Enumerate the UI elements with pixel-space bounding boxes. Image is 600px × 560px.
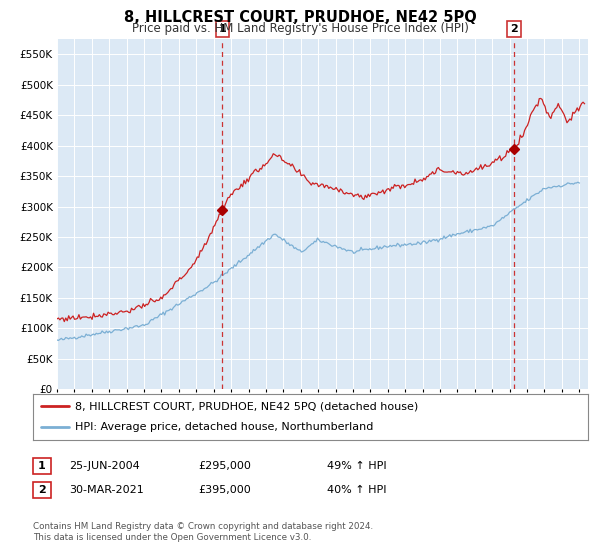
Text: 1: 1 [218,24,226,34]
Text: £295,000: £295,000 [198,461,251,471]
Text: Price paid vs. HM Land Registry's House Price Index (HPI): Price paid vs. HM Land Registry's House … [131,22,469,35]
Text: 8, HILLCREST COURT, PRUDHOE, NE42 5PQ: 8, HILLCREST COURT, PRUDHOE, NE42 5PQ [124,10,476,25]
Text: 49% ↑ HPI: 49% ↑ HPI [327,461,386,471]
Text: HPI: Average price, detached house, Northumberland: HPI: Average price, detached house, Nort… [74,422,373,432]
Text: £395,000: £395,000 [198,485,251,495]
Text: This data is licensed under the Open Government Licence v3.0.: This data is licensed under the Open Gov… [33,533,311,542]
Text: 8, HILLCREST COURT, PRUDHOE, NE42 5PQ (detached house): 8, HILLCREST COURT, PRUDHOE, NE42 5PQ (d… [74,401,418,411]
Text: 25-JUN-2004: 25-JUN-2004 [69,461,140,471]
Text: 40% ↑ HPI: 40% ↑ HPI [327,485,386,495]
Text: 1: 1 [38,461,46,471]
Text: 30-MAR-2021: 30-MAR-2021 [69,485,144,495]
Text: 2: 2 [510,24,518,34]
Text: Contains HM Land Registry data © Crown copyright and database right 2024.: Contains HM Land Registry data © Crown c… [33,522,373,531]
Text: 2: 2 [38,485,46,495]
